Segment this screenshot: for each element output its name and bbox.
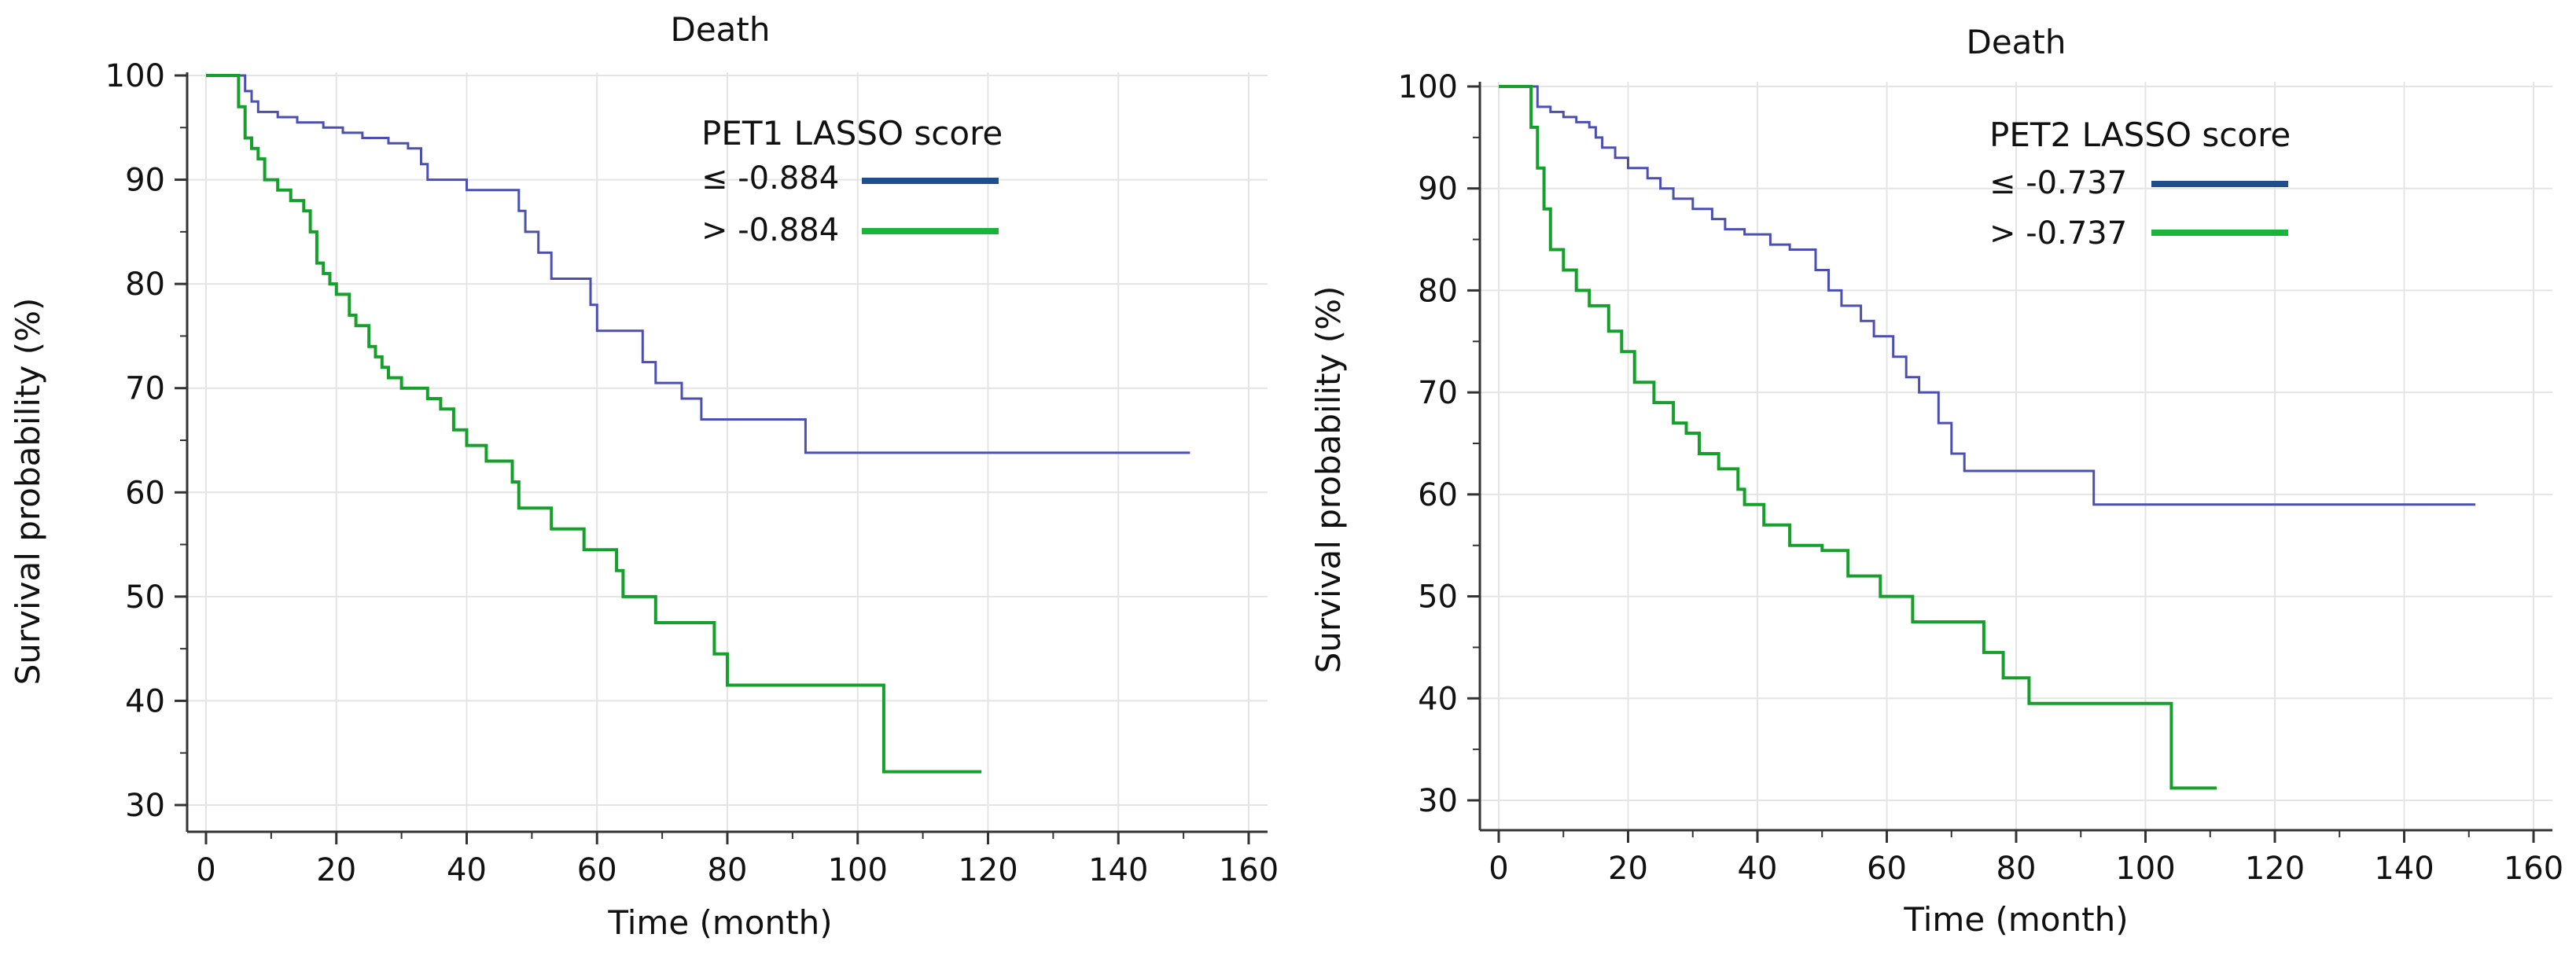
x-tick-label: 0 bbox=[1489, 851, 1508, 887]
x-tick-label: 160 bbox=[1219, 852, 1279, 888]
grid-lines bbox=[1480, 82, 2552, 830]
legend: PET2 LASSO score ≤ -0.737 > -0.737 bbox=[1989, 116, 2291, 252]
y-tick-labels: 30 40 50 60 70 80 90 100 bbox=[105, 58, 165, 824]
y-tick-label: 60 bbox=[1418, 477, 1458, 513]
x-axis-label: Time (month) bbox=[607, 903, 832, 942]
y-tick-label: 30 bbox=[125, 788, 165, 824]
y-tick-label: 30 bbox=[1418, 783, 1458, 819]
x-tick-labels: 0 20 40 60 80 100 120 140 160 bbox=[196, 852, 1279, 888]
y-tick-labels: 30 40 50 60 70 80 90 100 bbox=[1398, 69, 1458, 819]
right-survival-chart: Death 0 20 40 60 80 100 120 140 160 30 40 50 60 70 80… bbox=[1309, 23, 2563, 939]
survival-curve-high-score bbox=[206, 74, 982, 774]
legend-label-high: > -0.737 bbox=[1989, 215, 2127, 252]
x-tick-label: 20 bbox=[316, 852, 356, 888]
y-tick-label: 80 bbox=[1418, 273, 1458, 309]
legend-title: PET2 LASSO score bbox=[1989, 116, 2291, 154]
left-survival-chart: Death 0 20 40 60 80 100 120 140 160 30 40 50 60 70 80… bbox=[9, 10, 1279, 942]
x-tick-label: 20 bbox=[1608, 851, 1648, 887]
x-tick-label: 40 bbox=[1738, 851, 1778, 887]
y-axis-label: Survival probability (%) bbox=[9, 298, 47, 686]
survival-curve-high-score bbox=[1499, 85, 2217, 790]
x-tick-label: 160 bbox=[2504, 851, 2563, 887]
chart-title: Death bbox=[670, 10, 770, 49]
x-tick-label: 140 bbox=[1088, 852, 1148, 888]
y-tick-label: 40 bbox=[125, 683, 165, 719]
survival-series bbox=[1499, 85, 2475, 790]
x-tick-label: 80 bbox=[1996, 851, 2037, 887]
y-tick-label: 80 bbox=[125, 267, 165, 303]
y-axis-label: Survival probability (%) bbox=[1309, 286, 1348, 674]
legend-label-low: ≤ -0.737 bbox=[1989, 165, 2127, 201]
x-tick-label: 80 bbox=[708, 852, 748, 888]
x-tick-labels: 0 20 40 60 80 100 120 140 160 bbox=[1489, 851, 2563, 887]
y-tick-label: 100 bbox=[105, 58, 165, 94]
legend-label-high: > -0.884 bbox=[701, 212, 839, 248]
legend-title: PET1 LASSO score bbox=[701, 114, 1003, 153]
y-tick-label: 100 bbox=[1398, 69, 1458, 105]
legend: PET1 LASSO score ≤ -0.884 > -0.884 bbox=[701, 114, 1003, 248]
y-tick-label: 90 bbox=[1418, 171, 1458, 208]
x-axis-label: Time (month) bbox=[1903, 900, 2128, 939]
x-tick-label: 140 bbox=[2374, 851, 2434, 887]
survival-curve-low-score bbox=[1499, 85, 2475, 506]
axes bbox=[1467, 82, 2552, 843]
x-tick-label: 120 bbox=[958, 852, 1018, 888]
y-tick-label: 40 bbox=[1418, 681, 1458, 717]
y-tick-label: 70 bbox=[1418, 375, 1458, 411]
x-tick-label: 100 bbox=[2115, 851, 2175, 887]
x-tick-label: 40 bbox=[447, 852, 487, 888]
x-tick-label: 100 bbox=[828, 852, 888, 888]
x-tick-label: 60 bbox=[577, 852, 617, 888]
y-tick-label: 50 bbox=[125, 579, 165, 616]
survival-curve-low-score bbox=[206, 74, 1190, 454]
y-tick-label: 70 bbox=[125, 371, 165, 407]
axes bbox=[175, 72, 1268, 844]
x-tick-label: 0 bbox=[196, 852, 215, 888]
survival-series bbox=[206, 74, 1190, 774]
x-tick-label: 60 bbox=[1867, 851, 1907, 887]
legend-label-low: ≤ -0.884 bbox=[701, 160, 839, 197]
y-tick-label: 50 bbox=[1418, 579, 1458, 616]
y-tick-label: 90 bbox=[125, 163, 165, 199]
y-tick-label: 60 bbox=[125, 475, 165, 511]
x-tick-label: 120 bbox=[2245, 851, 2305, 887]
chart-title: Death bbox=[1966, 23, 2066, 61]
